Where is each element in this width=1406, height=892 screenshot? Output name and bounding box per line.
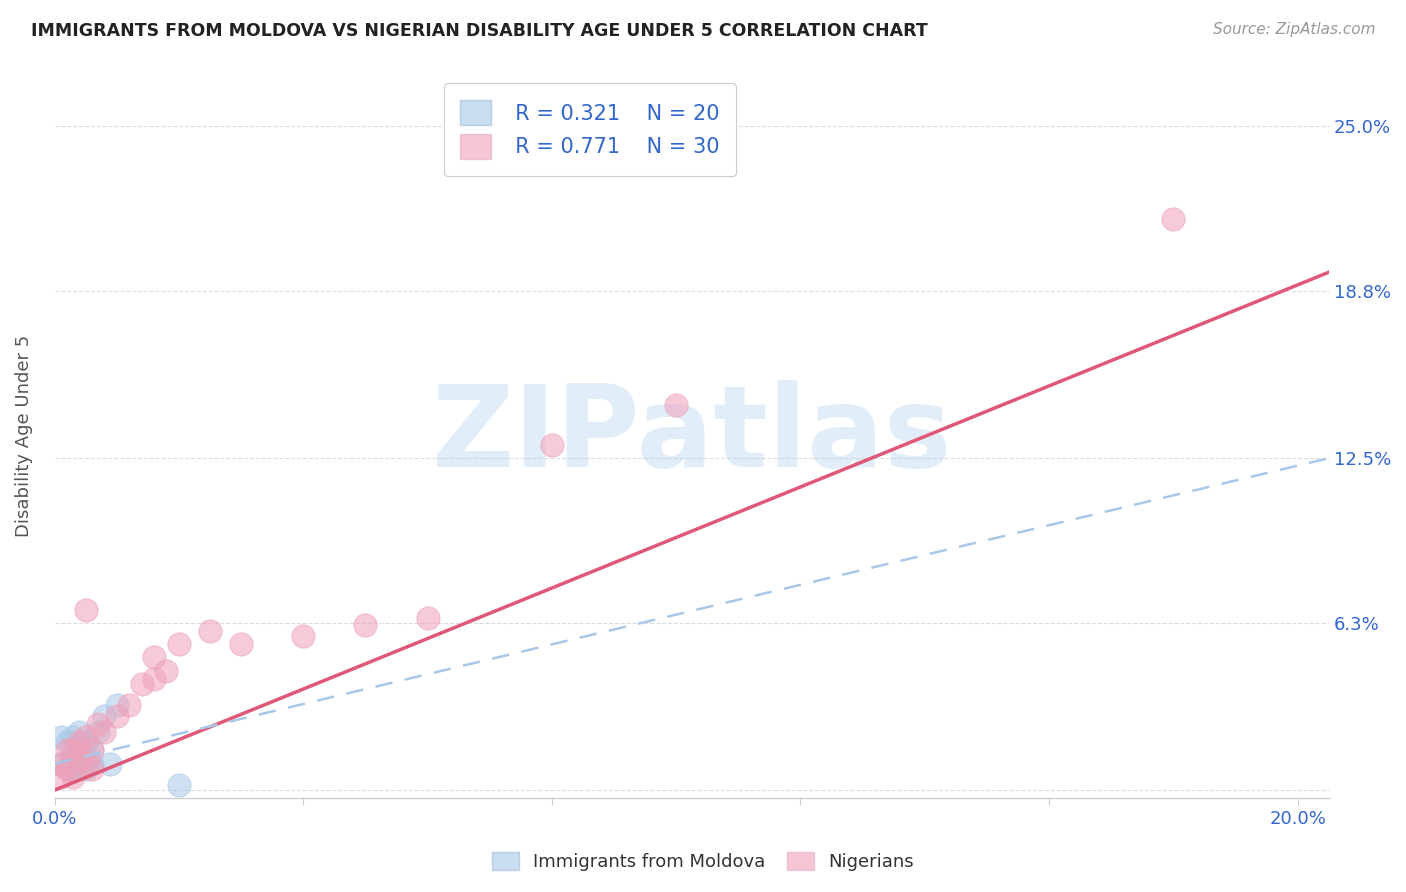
Point bbox=[67, 724, 90, 739]
Point bbox=[56, 762, 79, 776]
Point bbox=[93, 708, 115, 723]
Point bbox=[56, 762, 79, 776]
Point bbox=[75, 730, 97, 744]
Legend: Immigrants from Moldova, Nigerians: Immigrants from Moldova, Nigerians bbox=[485, 845, 921, 879]
Y-axis label: Disability Age Under 5: Disability Age Under 5 bbox=[15, 334, 32, 537]
Point bbox=[665, 398, 688, 412]
Point bbox=[67, 756, 90, 771]
Point bbox=[49, 730, 72, 744]
Text: ZIPatlas: ZIPatlas bbox=[432, 380, 952, 491]
Point bbox=[49, 756, 72, 771]
Point bbox=[75, 602, 97, 616]
Point bbox=[198, 624, 221, 638]
Point bbox=[67, 735, 90, 749]
Point bbox=[56, 735, 79, 749]
Point bbox=[80, 762, 103, 776]
Point bbox=[80, 743, 103, 757]
Point bbox=[155, 664, 177, 678]
Point bbox=[62, 762, 84, 776]
Point bbox=[62, 730, 84, 744]
Point bbox=[229, 637, 252, 651]
Point bbox=[87, 716, 110, 731]
Text: IMMIGRANTS FROM MOLDOVA VS NIGERIAN DISABILITY AGE UNDER 5 CORRELATION CHART: IMMIGRANTS FROM MOLDOVA VS NIGERIAN DISA… bbox=[31, 22, 928, 40]
Point bbox=[56, 743, 79, 757]
Point bbox=[292, 629, 315, 643]
Point bbox=[167, 637, 190, 651]
Point bbox=[167, 778, 190, 792]
Point bbox=[75, 751, 97, 765]
Point bbox=[131, 677, 153, 691]
Point bbox=[49, 770, 72, 784]
Point bbox=[100, 756, 122, 771]
Point bbox=[62, 743, 84, 757]
Point bbox=[540, 438, 562, 452]
Point bbox=[80, 743, 103, 757]
Point bbox=[105, 708, 128, 723]
Point bbox=[49, 756, 72, 771]
Point bbox=[143, 650, 166, 665]
Point bbox=[416, 610, 439, 624]
Point bbox=[87, 724, 110, 739]
Point bbox=[1163, 212, 1185, 227]
Point bbox=[67, 743, 90, 757]
Point bbox=[75, 762, 97, 776]
Point bbox=[105, 698, 128, 713]
Point bbox=[67, 751, 90, 765]
Point bbox=[143, 672, 166, 686]
Legend:   R = 0.321    N = 20,   R = 0.771    N = 30: R = 0.321 N = 20, R = 0.771 N = 30 bbox=[443, 83, 735, 176]
Point bbox=[118, 698, 141, 713]
Point bbox=[75, 756, 97, 771]
Point bbox=[75, 735, 97, 749]
Point bbox=[62, 751, 84, 765]
Point bbox=[93, 724, 115, 739]
Point bbox=[80, 756, 103, 771]
Point bbox=[62, 770, 84, 784]
Text: Source: ZipAtlas.com: Source: ZipAtlas.com bbox=[1212, 22, 1375, 37]
Point bbox=[354, 618, 377, 632]
